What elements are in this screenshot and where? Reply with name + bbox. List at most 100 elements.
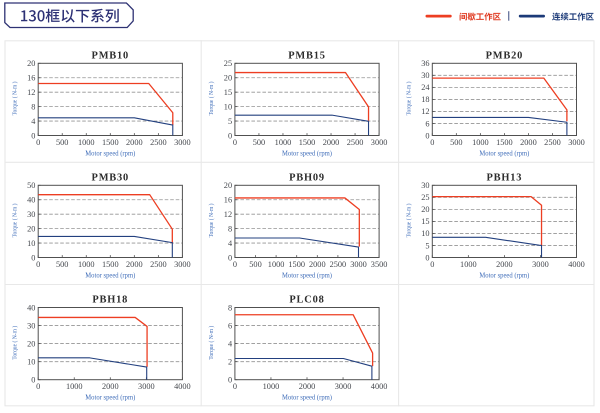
- svg-text:2000: 2000: [299, 382, 316, 391]
- svg-text:3000: 3000: [371, 138, 388, 147]
- svg-text:Torque ( N-m ): Torque ( N-m ): [11, 203, 18, 237]
- svg-text:0: 0: [233, 138, 237, 147]
- svg-text:2000: 2000: [520, 138, 537, 147]
- svg-text:2000: 2000: [309, 260, 326, 269]
- svg-text:2500: 2500: [330, 260, 347, 269]
- svg-text:1000: 1000: [66, 382, 83, 391]
- svg-text:PBH18: PBH18: [92, 295, 128, 306]
- svg-text:500: 500: [56, 138, 68, 147]
- svg-text:0: 0: [36, 138, 40, 147]
- svg-text:Motor speed (rpm): Motor speed (rpm): [479, 273, 529, 280]
- svg-text:40: 40: [27, 303, 35, 312]
- svg-text:36: 36: [421, 59, 429, 68]
- svg-text:500: 500: [253, 138, 265, 147]
- svg-text:1500: 1500: [299, 138, 316, 147]
- svg-text:3000: 3000: [350, 260, 367, 269]
- svg-text:30: 30: [27, 210, 35, 219]
- svg-text:0: 0: [430, 138, 434, 147]
- svg-text:1000: 1000: [472, 138, 489, 147]
- svg-text:15: 15: [224, 88, 232, 97]
- svg-text:PBH13: PBH13: [487, 172, 523, 183]
- svg-text:2500: 2500: [150, 260, 167, 269]
- svg-text:0: 0: [228, 253, 232, 262]
- svg-text:PMB10: PMB10: [92, 50, 129, 61]
- svg-text:1000: 1000: [263, 382, 280, 391]
- svg-text:2: 2: [228, 357, 232, 366]
- svg-text:Torque ( N-m ): Torque ( N-m ): [406, 203, 413, 237]
- svg-text:1000: 1000: [78, 260, 95, 269]
- svg-text:18: 18: [421, 95, 429, 104]
- svg-text:1500: 1500: [288, 260, 305, 269]
- svg-text:2000: 2000: [496, 260, 513, 269]
- svg-text:Motor speed (rpm): Motor speed (rpm): [85, 151, 135, 158]
- svg-text:5: 5: [425, 241, 429, 250]
- svg-text:1500: 1500: [496, 138, 513, 147]
- svg-text:0: 0: [425, 253, 429, 262]
- svg-text:4: 4: [228, 339, 233, 348]
- svg-text:0: 0: [233, 260, 237, 269]
- svg-text:0: 0: [31, 376, 35, 385]
- svg-text:Motor speed (rpm): Motor speed (rpm): [282, 273, 332, 280]
- svg-text:1000: 1000: [78, 138, 95, 147]
- svg-text:0: 0: [228, 131, 232, 140]
- svg-text:12: 12: [421, 107, 429, 116]
- svg-text:Motor speed (rpm): Motor speed (rpm): [479, 151, 529, 158]
- svg-text:50: 50: [27, 181, 35, 190]
- svg-text:1000: 1000: [275, 138, 292, 147]
- svg-text:Motor speed (rpm): Motor speed (rpm): [282, 395, 332, 402]
- svg-text:20: 20: [421, 205, 429, 214]
- svg-text:2000: 2000: [102, 382, 119, 391]
- svg-text:2000: 2000: [126, 260, 143, 269]
- svg-text:0: 0: [36, 260, 40, 269]
- svg-text:1500: 1500: [102, 138, 119, 147]
- svg-text:4: 4: [31, 117, 36, 126]
- svg-text:4: 4: [228, 239, 233, 248]
- svg-text:20: 20: [27, 339, 35, 348]
- svg-text:10: 10: [421, 229, 429, 238]
- svg-text:3000: 3000: [138, 382, 155, 391]
- svg-text:8: 8: [31, 102, 35, 111]
- svg-text:Motor speed (rpm): Motor speed (rpm): [85, 395, 135, 402]
- svg-text:10: 10: [224, 102, 232, 111]
- svg-text:3500: 3500: [371, 260, 388, 269]
- svg-text:Torque ( N-m ): Torque ( N-m ): [11, 81, 18, 115]
- svg-text:2500: 2500: [544, 138, 561, 147]
- svg-text:15: 15: [421, 217, 429, 226]
- svg-text:4000: 4000: [568, 260, 585, 269]
- svg-text:Torque ( N-m ): Torque ( N-m ): [208, 203, 215, 237]
- svg-text:16: 16: [224, 196, 232, 205]
- svg-text:12: 12: [224, 210, 232, 219]
- svg-text:2500: 2500: [347, 138, 364, 147]
- svg-text:8: 8: [228, 224, 232, 233]
- svg-text:8: 8: [228, 303, 232, 312]
- svg-text:0: 0: [425, 131, 429, 140]
- svg-text:Torque ( N-m ): Torque ( N-m ): [208, 326, 215, 360]
- svg-text:Motor speed (rpm): Motor speed (rpm): [85, 273, 135, 280]
- svg-text:4000: 4000: [174, 382, 191, 391]
- svg-text:2000: 2000: [323, 138, 340, 147]
- svg-text:500: 500: [450, 138, 462, 147]
- svg-text:1000: 1000: [268, 260, 285, 269]
- svg-text:0: 0: [228, 376, 232, 385]
- svg-text:0: 0: [31, 131, 35, 140]
- svg-text:25: 25: [224, 59, 232, 68]
- svg-text:500: 500: [249, 260, 261, 269]
- svg-text:10: 10: [27, 239, 35, 248]
- svg-text:6: 6: [425, 119, 429, 128]
- svg-text:30: 30: [27, 321, 35, 330]
- svg-text:0: 0: [233, 382, 237, 391]
- svg-text:5: 5: [228, 117, 232, 126]
- svg-text:2500: 2500: [150, 138, 167, 147]
- svg-text:6: 6: [228, 321, 232, 330]
- svg-text:24: 24: [421, 83, 430, 92]
- svg-text:10: 10: [27, 357, 35, 366]
- svg-text:Torque ( N-m ): Torque ( N-m ): [11, 326, 18, 360]
- svg-text:3000: 3000: [532, 260, 549, 269]
- svg-text:Torque ( N-m ): Torque ( N-m ): [208, 81, 215, 115]
- svg-text:20: 20: [224, 74, 232, 83]
- svg-text:20: 20: [27, 224, 35, 233]
- svg-text:0: 0: [36, 382, 40, 391]
- svg-text:30: 30: [421, 71, 429, 80]
- svg-text:PLC08: PLC08: [289, 295, 324, 306]
- svg-text:3000: 3000: [174, 260, 191, 269]
